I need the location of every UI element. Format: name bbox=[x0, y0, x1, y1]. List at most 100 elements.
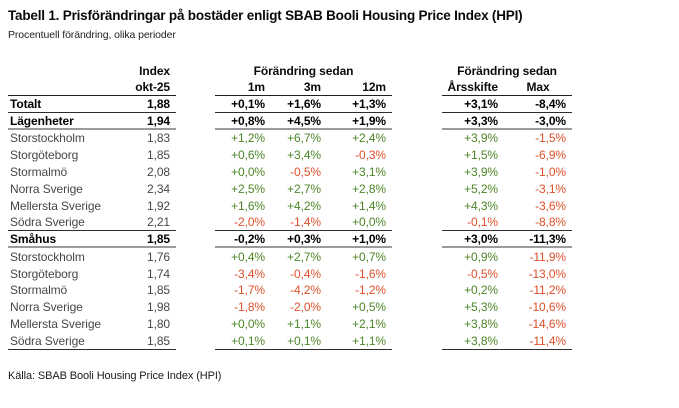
cell-12m: +2,4% bbox=[352, 131, 386, 146]
source-note: Källa: SBAB Booli Housing Price Index (H… bbox=[8, 369, 222, 382]
cell-max: -1,5% bbox=[535, 131, 566, 146]
cell-3m: -4,2% bbox=[290, 283, 321, 298]
row-label: Norra Sverige bbox=[10, 300, 83, 315]
column-header-1m: 1m bbox=[215, 79, 271, 97]
cell-12m: +0,0% bbox=[327, 214, 392, 232]
cell-1m: +0,0% bbox=[231, 165, 265, 180]
cell-arsskifte: +3,0% bbox=[442, 231, 504, 249]
cell-1m: -1,8% bbox=[234, 300, 265, 315]
cell-max: -10,6% bbox=[528, 300, 567, 315]
table-header-columns: okt-25 1m 3m 12m Årsskifte Max bbox=[8, 79, 671, 97]
table-body: Totalt 1,88 +0,1% +1,6% +1,3% +3,1% -8,4… bbox=[8, 96, 671, 350]
table-row: Stormalmö 1,85 -1,7% -4,2% -1,2% +0,2% -… bbox=[8, 282, 671, 299]
row-label: Södra Sverige bbox=[8, 333, 118, 350]
cell-max: -8,4% bbox=[504, 96, 572, 114]
price-table: Index Förändring sedan Förändring sedan … bbox=[8, 62, 671, 350]
cell-12m: +1,3% bbox=[327, 96, 392, 114]
cell-arsskifte: +3,3% bbox=[442, 113, 504, 130]
cell-arsskifte: +3,8% bbox=[442, 333, 504, 350]
table-row: Norra Sverige 1,98 -1,8% -2,0% +0,5% +5,… bbox=[8, 299, 671, 316]
cell-index: 1,85 bbox=[118, 333, 176, 350]
column-header-index: Index bbox=[139, 63, 170, 78]
cell-3m: +1,6% bbox=[271, 96, 327, 114]
page-subtitle: Procentuell förändring, olika perioder bbox=[8, 29, 176, 42]
cell-1m: -1,7% bbox=[234, 283, 265, 298]
table-row: Storstockholm 1,83 +1,2% +6,7% +2,4% +3,… bbox=[8, 130, 671, 147]
cell-1m: +0,4% bbox=[231, 249, 265, 264]
table-row: Norra Sverige 2,34 +2,5% +2,7% +2,8% +5,… bbox=[8, 181, 671, 198]
cell-12m: -1,6% bbox=[355, 266, 386, 281]
row-label: Mellersta Sverige bbox=[10, 317, 102, 332]
cell-1m: -2,0% bbox=[215, 214, 271, 232]
row-label: Stormalmö bbox=[10, 165, 68, 180]
cell-12m: +1,4% bbox=[352, 198, 386, 213]
cell-12m: +1,0% bbox=[327, 231, 392, 249]
column-header-3m: 3m bbox=[271, 79, 327, 97]
cell-max: -14,6% bbox=[528, 317, 567, 332]
cell-index: 1,80 bbox=[147, 317, 170, 332]
cell-12m: +0,5% bbox=[352, 300, 386, 315]
cell-1m: -3,4% bbox=[234, 266, 265, 281]
table-row: Storgöteborg 1,85 +0,6% +3,4% -0,3% +1,5… bbox=[8, 147, 671, 164]
table-row: Södra Sverige 2,21 -2,0% -1,4% +0,0% -0,… bbox=[8, 214, 671, 232]
cell-arsskifte: -0,1% bbox=[442, 214, 504, 232]
cell-12m: +1,1% bbox=[327, 333, 392, 350]
table-row: Södra Sverige 1,85 +0,1% +0,1% +1,1% +3,… bbox=[8, 333, 671, 350]
cell-3m: -0,4% bbox=[290, 266, 321, 281]
row-label: Småhus bbox=[8, 231, 118, 249]
cell-arsskifte: +0,9% bbox=[464, 249, 498, 264]
cell-max: -11,4% bbox=[504, 333, 572, 350]
cell-index: 1,88 bbox=[118, 96, 176, 114]
cell-12m: +1,9% bbox=[327, 113, 392, 130]
cell-3m: +4,2% bbox=[287, 198, 321, 213]
row-label: Lägenheter bbox=[8, 113, 118, 130]
cell-index: 1,94 bbox=[118, 113, 176, 130]
cell-1m: +0,0% bbox=[231, 317, 265, 332]
row-label: Storstockholm bbox=[10, 131, 85, 146]
row-label: Mellersta Sverige bbox=[10, 198, 102, 213]
header-spacer bbox=[8, 79, 118, 97]
cell-arsskifte: +4,3% bbox=[464, 198, 498, 213]
cell-index: 1,83 bbox=[147, 131, 170, 146]
cell-arsskifte: +3,9% bbox=[464, 131, 498, 146]
cell-index: 1,85 bbox=[147, 148, 170, 163]
row-label: Norra Sverige bbox=[10, 182, 83, 197]
table-row: Storstockholm 1,76 +0,4% +2,7% +0,7% +0,… bbox=[8, 248, 671, 265]
cell-1m: +0,6% bbox=[231, 148, 265, 163]
cell-max: -6,9% bbox=[535, 148, 566, 163]
cell-max: -1,0% bbox=[535, 165, 566, 180]
cell-arsskifte: +3,8% bbox=[464, 317, 498, 332]
column-group-forandring-sedan-2: Förändring sedan bbox=[457, 63, 557, 78]
cell-arsskifte: +5,2% bbox=[464, 182, 498, 197]
cell-12m: +2,1% bbox=[352, 317, 386, 332]
cell-max: -13,0% bbox=[528, 266, 567, 281]
table-row: Lägenheter 1,94 +0,8% +4,5% +1,9% +3,3% … bbox=[8, 113, 671, 130]
page: Tabell 1. Prisförändringar på bostäder e… bbox=[8, 8, 671, 382]
column-header-12m: 12m bbox=[327, 79, 392, 97]
cell-12m: -0,3% bbox=[355, 148, 386, 163]
row-label: Storstockholm bbox=[10, 249, 85, 264]
cell-arsskifte: +1,5% bbox=[464, 148, 498, 163]
row-label: Storgöteborg bbox=[10, 148, 79, 163]
page-title: Tabell 1. Prisförändringar på bostäder e… bbox=[8, 8, 523, 23]
table-row: Stormalmö 2,08 +0,0% -0,5% +3,1% +3,9% -… bbox=[8, 164, 671, 181]
cell-max: -8,8% bbox=[504, 214, 572, 232]
row-label: Södra Sverige bbox=[8, 214, 118, 232]
cell-index: 1,92 bbox=[147, 198, 170, 213]
cell-max: -11,9% bbox=[529, 249, 566, 264]
cell-max: -3,1% bbox=[535, 182, 566, 197]
table-row: Storgöteborg 1,74 -3,4% -0,4% -1,6% -0,5… bbox=[8, 265, 671, 282]
cell-index: 2,21 bbox=[118, 214, 176, 232]
cell-3m: +3,4% bbox=[287, 148, 321, 163]
cell-3m: +4,5% bbox=[271, 113, 327, 130]
cell-index: 1,98 bbox=[147, 300, 170, 315]
cell-arsskifte: -0,5% bbox=[467, 266, 498, 281]
cell-1m: +0,1% bbox=[215, 333, 271, 350]
column-header-max: Max bbox=[504, 79, 572, 97]
row-label: Storgöteborg bbox=[10, 266, 79, 281]
cell-12m: +2,8% bbox=[352, 182, 386, 197]
cell-12m: +0,7% bbox=[352, 249, 386, 264]
cell-1m: -0,2% bbox=[215, 231, 271, 249]
table-header-groups: Index Förändring sedan Förändring sedan bbox=[8, 62, 671, 79]
cell-3m: -0,5% bbox=[290, 165, 321, 180]
